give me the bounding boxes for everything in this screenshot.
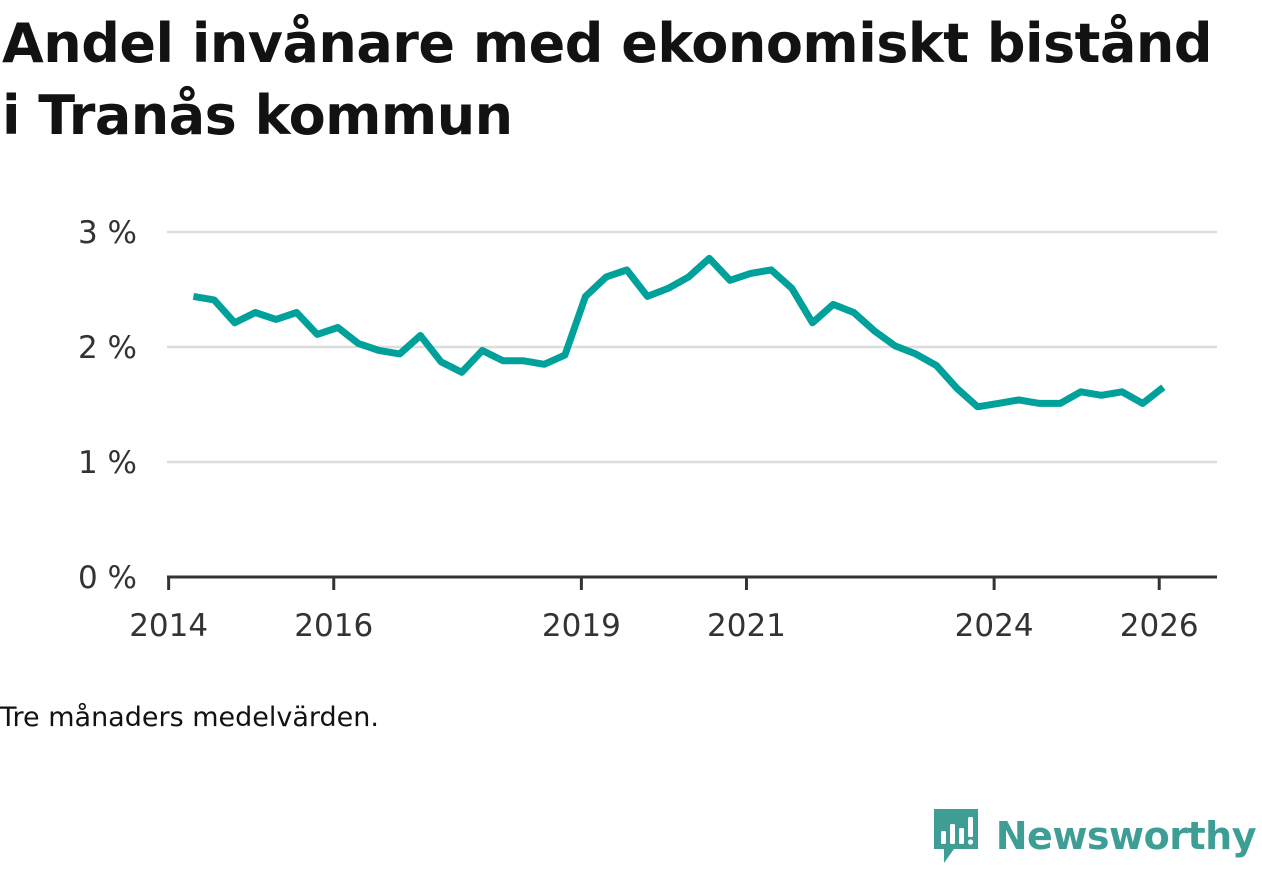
x-tick-label: 2014 <box>129 608 208 644</box>
grid-lines <box>167 230 1217 464</box>
chart-title: Andel invånare med ekonomiskt bistånd i … <box>2 12 1213 147</box>
brand-logo: Newsworthy <box>932 807 1257 865</box>
footnote: Tre månaders medelvärden. <box>0 702 379 733</box>
series-line-0 <box>192 254 1166 411</box>
x-tick-label: 2024 <box>955 608 1034 644</box>
x-tick-label: 2026 <box>1120 608 1199 644</box>
newsworthy-logo-icon <box>933 809 978 863</box>
x-axis-labels: 2014 2016 2019 2021 2024 2026 <box>129 608 1198 644</box>
y-tick-label: 0 % <box>78 560 137 596</box>
x-tick-label: 2019 <box>542 608 621 644</box>
y-tick-label: 2 % <box>78 330 137 366</box>
line-chart: 0 % 1 % 2 % 3 % 2014 2016 2019 2021 2024 2026 <box>78 215 1217 644</box>
x-axis <box>167 575 1217 590</box>
y-tick-label: 1 % <box>78 445 137 481</box>
x-tick-label: 2021 <box>707 608 786 644</box>
brand-name: Newsworthy <box>995 814 1257 858</box>
y-tick-label: 3 % <box>78 215 137 251</box>
y-axis-labels: 0 % 1 % 2 % 3 % <box>78 215 137 596</box>
series-layer <box>192 254 1166 411</box>
x-tick-label: 2016 <box>294 608 373 644</box>
